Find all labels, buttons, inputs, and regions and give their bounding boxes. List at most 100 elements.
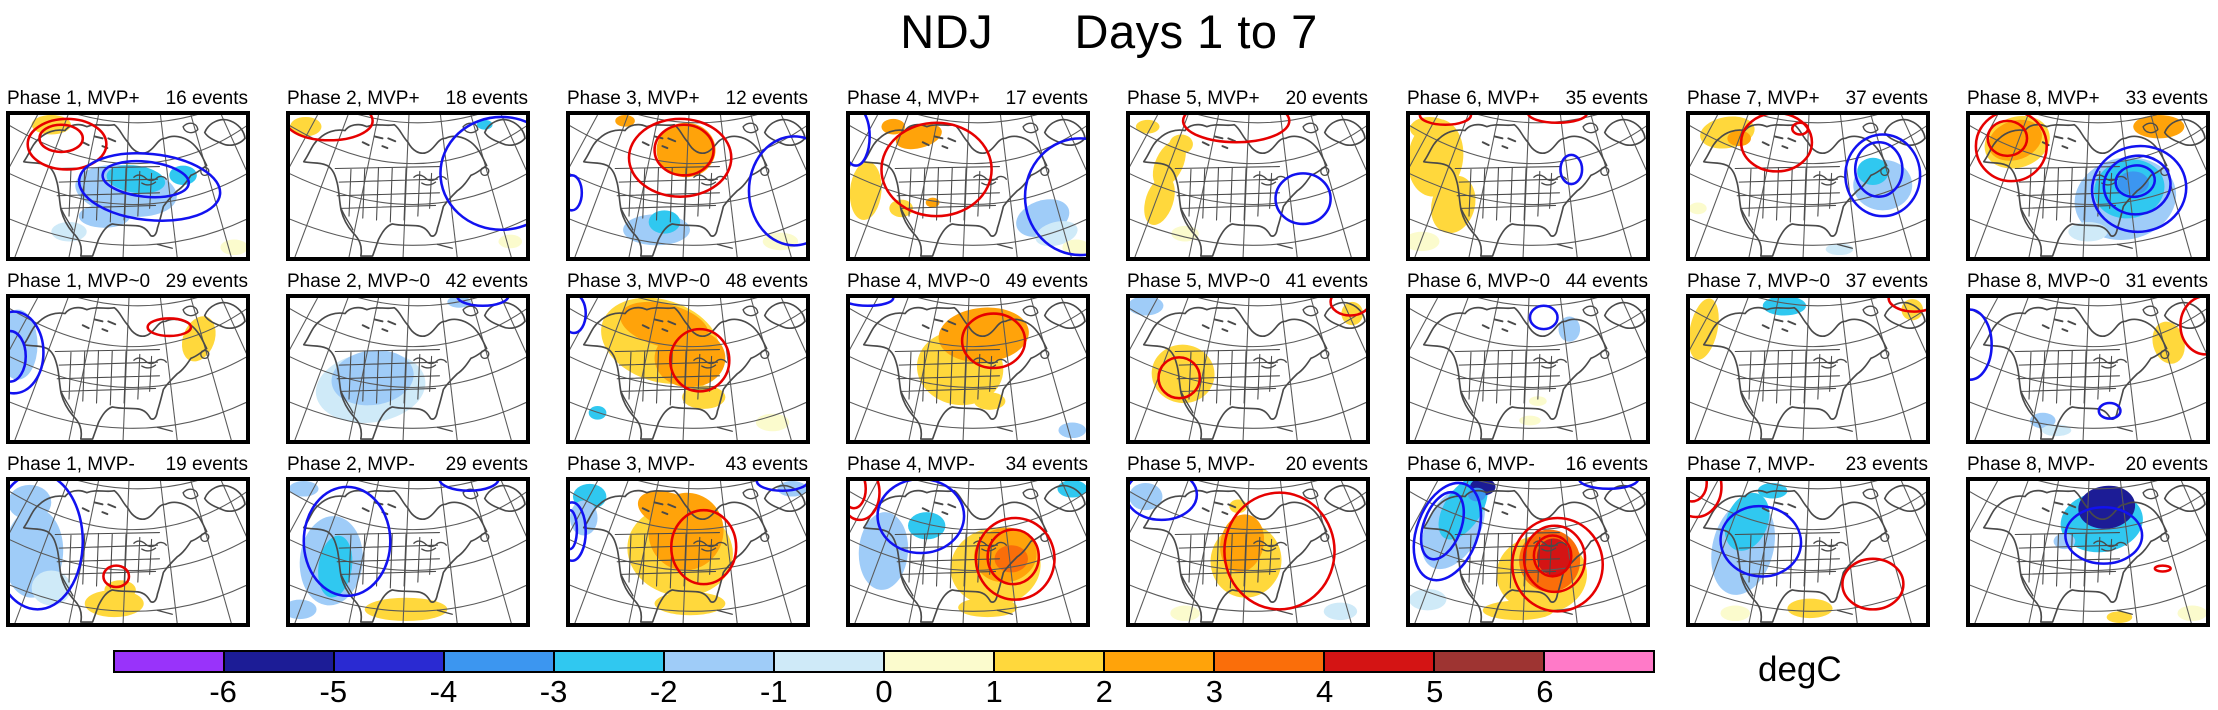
colorbar-tick: 1 bbox=[985, 674, 1003, 709]
anomaly-contour bbox=[960, 312, 1027, 370]
panel-events-count: 16 events bbox=[165, 88, 248, 109]
panel-header: Phase 7, MVP~0 37 events bbox=[1686, 271, 1930, 294]
anomaly-fill bbox=[1323, 602, 1358, 621]
map-svg bbox=[846, 477, 1090, 627]
panel-events-count: 31 events bbox=[2125, 271, 2208, 292]
colorbar-tick: -4 bbox=[429, 674, 458, 709]
panel-events-count: 20 events bbox=[1285, 454, 1368, 475]
panel-events-count: 37 events bbox=[1845, 88, 1928, 109]
panel-events-count: 29 events bbox=[445, 454, 528, 475]
panel-header: Phase 4, MVP~0 49 events bbox=[846, 271, 1090, 294]
anomaly-contour bbox=[77, 152, 222, 222]
panel-label: Phase 3, MVP~0 bbox=[567, 271, 711, 292]
map-svg bbox=[286, 294, 530, 444]
anomaly-contour bbox=[1970, 308, 1993, 381]
anomaly-contour bbox=[1522, 524, 1587, 594]
anomaly-contour bbox=[302, 485, 392, 598]
anomaly-fill bbox=[1988, 119, 2042, 161]
map-panel: Phase 8, MVP- 20 events bbox=[1966, 454, 2210, 627]
anomaly-fill bbox=[1528, 396, 1547, 406]
map-panel: Phase 4, MVP- 34 events bbox=[846, 454, 1090, 627]
panel-header: Phase 6, MVP~0 44 events bbox=[1406, 271, 1650, 294]
panel-label: Phase 8, MVP~0 bbox=[1967, 271, 2111, 292]
panel-events-count: 43 events bbox=[725, 454, 808, 475]
anomaly-fill bbox=[1762, 298, 1807, 316]
basemap bbox=[1970, 298, 2206, 440]
panel-header: Phase 2, MVP~0 42 events bbox=[286, 271, 530, 294]
map-panel: Phase 3, MVP+ 12 events bbox=[566, 88, 810, 261]
anomaly-fill bbox=[2068, 221, 2108, 242]
map-panel: Phase 6, MVP- 16 events bbox=[1406, 454, 1650, 627]
anomaly-fill bbox=[958, 597, 1018, 618]
panel-header: Phase 7, MVP- 23 events bbox=[1686, 454, 1930, 477]
panel-header: Phase 3, MVP- 43 events bbox=[566, 454, 810, 477]
panel-label: Phase 1, MVP- bbox=[7, 454, 135, 475]
colorbar-tick: -3 bbox=[539, 674, 568, 709]
map-svg bbox=[1406, 477, 1650, 627]
panel-label: Phase 6, MVP- bbox=[1407, 454, 1535, 475]
map-panel: Phase 7, MVP- 23 events bbox=[1686, 454, 1930, 627]
panel-events-count: 20 events bbox=[2125, 454, 2208, 475]
anomaly-contour bbox=[747, 135, 806, 247]
anomaly-fill bbox=[2133, 115, 2185, 139]
map-panel: Phase 3, MVP- 43 events bbox=[566, 454, 810, 627]
anomaly-fill bbox=[1169, 134, 1193, 154]
colorbar-tick: 3 bbox=[1205, 674, 1224, 709]
colorbar-tick: 5 bbox=[1426, 674, 1444, 709]
anomaly-fill bbox=[615, 115, 635, 127]
colorbar-unit-label: degC bbox=[1758, 650, 1842, 689]
anomaly-contour bbox=[1690, 481, 1723, 519]
map-svg bbox=[1966, 294, 2210, 444]
panel-label: Phase 4, MVP- bbox=[847, 454, 975, 475]
anomaly-contour bbox=[850, 115, 871, 167]
panel-label: Phase 3, MVP+ bbox=[567, 88, 700, 109]
anomaly-contour bbox=[439, 115, 526, 232]
map-panel: Phase 5, MVP+ 20 events bbox=[1126, 88, 1370, 261]
map-panel: Phase 4, MVP~0 49 events bbox=[846, 271, 1090, 444]
panel-events-count: 35 events bbox=[1565, 88, 1648, 109]
panel-label: Phase 1, MVP+ bbox=[7, 88, 140, 109]
anomaly-contour bbox=[1157, 356, 1202, 400]
anomaly-contour bbox=[850, 298, 895, 308]
panel-header: Phase 4, MVP- 34 events bbox=[846, 454, 1090, 477]
map-panel: Phase 7, MVP~0 37 events bbox=[1686, 271, 1930, 444]
figure-title: NDJ Days 1 to 7 bbox=[900, 5, 1318, 58]
anomaly-fill bbox=[973, 392, 1006, 410]
map-panel: Phase 4, MVP+ 17 events bbox=[846, 88, 1090, 261]
colorbar-tick: 0 bbox=[875, 674, 893, 709]
anomaly-contour bbox=[1790, 121, 1810, 136]
anomaly-fill bbox=[1229, 499, 1248, 514]
panel-events-count: 29 events bbox=[165, 271, 248, 292]
panel-header: Phase 8, MVP~0 31 events bbox=[1966, 271, 2210, 294]
anomaly-fill bbox=[220, 239, 246, 256]
anomaly-contour bbox=[755, 481, 806, 492]
anomaly-fill bbox=[1062, 239, 1086, 256]
anomaly-contour bbox=[1223, 491, 1336, 611]
anomaly-contour bbox=[1274, 172, 1332, 226]
anomaly-fill bbox=[78, 204, 130, 228]
panel-header: Phase 1, MVP~0 29 events bbox=[6, 271, 250, 294]
colorbar-segment bbox=[1433, 652, 1543, 671]
map-svg bbox=[566, 477, 810, 627]
map-svg bbox=[566, 294, 810, 444]
anomaly-contour bbox=[2090, 144, 2188, 234]
anomaly-contour bbox=[1418, 115, 1473, 126]
anomaly-contour bbox=[2179, 298, 2206, 356]
anomaly-contour bbox=[1419, 490, 1466, 561]
panel-header: Phase 3, MVP~0 48 events bbox=[566, 271, 810, 294]
anomaly-fill bbox=[1171, 225, 1199, 242]
panel-header: Phase 3, MVP+ 12 events bbox=[566, 88, 810, 111]
panel-header: Phase 5, MVP~0 41 events bbox=[1126, 271, 1370, 294]
panel-events-count: 19 events bbox=[165, 454, 248, 475]
panel-events-count: 37 events bbox=[1845, 271, 1928, 292]
colorbar-segment bbox=[663, 652, 773, 671]
colorbar-segment bbox=[1103, 652, 1213, 671]
anomaly-contour bbox=[670, 508, 738, 586]
panel-events-count: 16 events bbox=[1565, 454, 1648, 475]
colorbar-tick: -6 bbox=[209, 674, 237, 709]
colorbar-segment bbox=[553, 652, 663, 671]
anomaly-contour bbox=[101, 159, 191, 199]
map-svg bbox=[846, 111, 1090, 261]
colorbar-segment bbox=[443, 652, 553, 671]
anomaly-contour bbox=[38, 123, 85, 154]
